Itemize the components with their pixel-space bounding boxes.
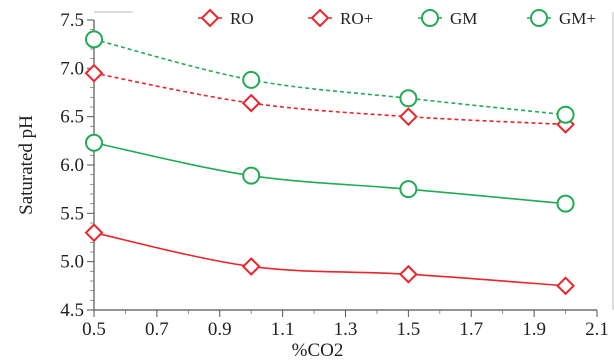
legend-marker-gm-plus [530,9,548,27]
legend-label-ro: RO [230,9,254,28]
data-point-gm-plus-3 [399,89,418,108]
series-line-ro [93,231,566,287]
data-point-gm-3 [399,180,418,199]
x-tick-label-0-5: 0.5 [82,319,106,340]
y-axis-label: Saturated pH [16,115,37,215]
x-tick-label-1-7: 1.7 [459,319,483,340]
y-tick-label-5-5: 5.5 [60,203,84,224]
x-tick-label-2-1: 2.1 [585,319,609,340]
legend-item-gm: GM [418,9,477,28]
data-point-ro-plus-1 [84,63,104,83]
data-point-gm-plus-1 [85,30,103,49]
series-line-gm-plus [93,38,566,116]
data-point-ro-plus-3 [398,107,418,127]
data-point-gm-2 [242,166,261,185]
data-point-ro-1 [84,223,104,243]
legend-marker-ro [200,8,220,28]
legend-marker-gm [421,9,439,27]
data-point-gm-plus-2 [242,70,261,89]
data-point-ro-2 [241,257,261,276]
legend-marker-ro-plus [310,8,330,28]
x-axis-label: %CO2 [292,340,344,360]
y-tick-label-7-5: 7.5 [60,10,84,31]
data-point-ro-3 [398,264,418,284]
data-point-gm-1 [85,133,103,152]
legend-label-gm: GM [450,9,477,28]
legend-item-ro: RO [198,8,254,28]
x-tick-label-1-3: 1.3 [334,319,358,340]
y-tick-label-6-5: 6.5 [60,107,84,128]
legend-label-ro-plus: RO+ [340,9,373,28]
y-tick-label-4-5: 4.5 [60,300,84,321]
axes: 4.5 5.0 5.5 6.0 6.5 7.0 7.5 0.5 0.7 0.9 1.1 1.3 1.5 1… [16,10,609,360]
legend: RO RO+ GM GM+ [198,8,596,28]
x-tick-label-0-7: 0.7 [145,319,169,340]
data-point-ro-4 [556,276,575,296]
x-tick-label-1-1: 1.1 [271,319,295,340]
data-point-gm-4 [556,194,575,213]
y-tick-label-7-0: 7.0 [60,58,84,79]
series-line-ro-plus [93,72,566,126]
legend-label-gm-plus: GM+ [559,9,596,28]
data-point-gm-plus-4 [556,105,575,124]
y-tick-label-5-0: 5.0 [60,252,84,273]
x-tick-label-0-9: 0.9 [208,319,232,340]
y-tick-label-6-0: 6.0 [60,155,84,176]
series-line-gm [93,141,566,205]
legend-item-ro-plus: RO+ [308,8,373,28]
data-point-ro-plus-2 [241,93,261,113]
plot-area [84,30,575,296]
legend-item-gm-plus: GM+ [527,9,596,28]
x-tick-label-1-9: 1.9 [522,319,546,340]
x-tick-label-1-5: 1.5 [397,319,421,340]
